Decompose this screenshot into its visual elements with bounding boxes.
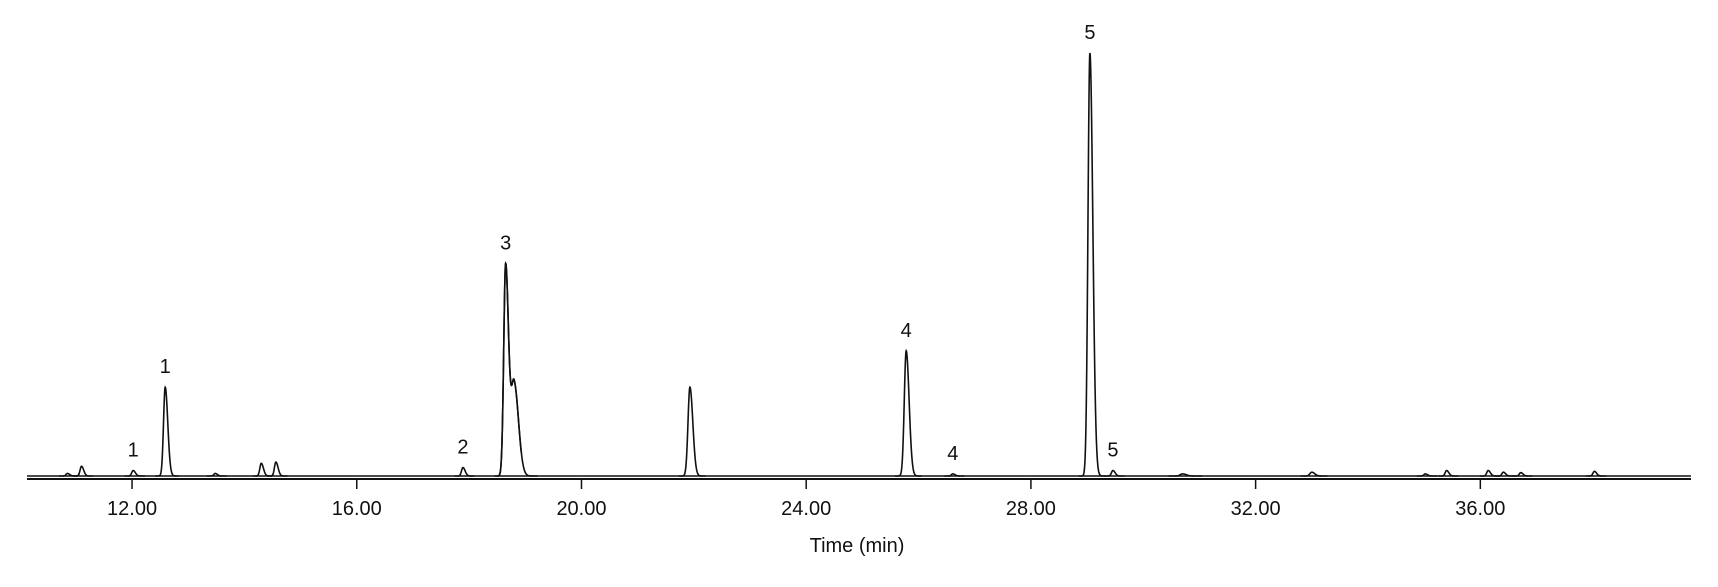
peak bbox=[1512, 471, 1533, 477]
x-tick-label: 24.00 bbox=[781, 498, 831, 520]
x-tick-label: 12.00 bbox=[107, 498, 157, 520]
peak-label: 3 bbox=[500, 232, 511, 254]
peak bbox=[206, 472, 227, 477]
peak bbox=[1494, 471, 1516, 477]
peak bbox=[1416, 473, 1438, 477]
peak-label: 5 bbox=[1107, 440, 1118, 462]
peak bbox=[1479, 469, 1501, 477]
peak bbox=[124, 469, 145, 477]
peak bbox=[252, 462, 274, 477]
peak bbox=[1078, 52, 1106, 477]
peak-label: 1 bbox=[160, 356, 171, 378]
peak bbox=[1168, 473, 1203, 477]
peak bbox=[1438, 469, 1459, 477]
peak bbox=[267, 461, 288, 477]
peak bbox=[73, 465, 94, 477]
peak-label: 5 bbox=[1084, 22, 1095, 44]
peak bbox=[1104, 469, 1125, 477]
x-tick-label: 28.00 bbox=[1006, 498, 1056, 520]
peak-label: 4 bbox=[901, 320, 912, 342]
peak-label: 1 bbox=[128, 440, 139, 462]
peak bbox=[944, 473, 965, 477]
peak bbox=[1585, 470, 1607, 477]
peak bbox=[454, 466, 475, 477]
x-tick-label: 36.00 bbox=[1455, 498, 1505, 520]
peak bbox=[1300, 471, 1328, 477]
peak-label: 2 bbox=[457, 437, 468, 459]
x-tick-label: 16.00 bbox=[332, 498, 382, 520]
peak bbox=[678, 385, 706, 477]
x-tick-label: 20.00 bbox=[556, 498, 606, 520]
peak bbox=[894, 348, 922, 477]
x-tick-label: 32.00 bbox=[1231, 498, 1281, 520]
x-axis-title: Time (min) bbox=[810, 535, 905, 557]
peak bbox=[155, 385, 179, 477]
peak-label: 4 bbox=[947, 443, 958, 465]
peak bbox=[497, 262, 538, 477]
